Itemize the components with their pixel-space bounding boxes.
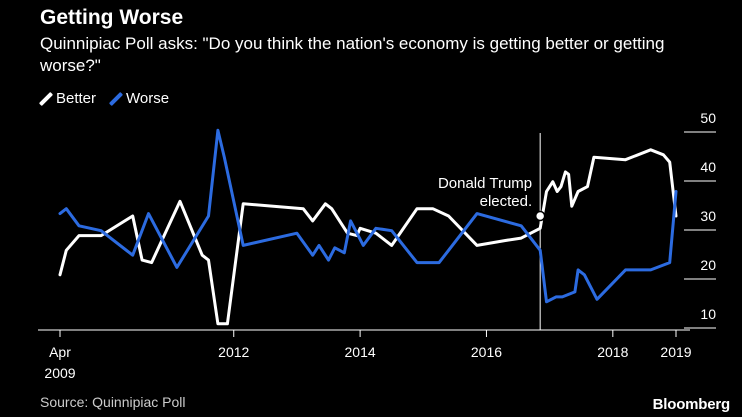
series-line-better: [58, 148, 678, 326]
x-tick-label: 2012: [218, 344, 249, 360]
legend-item-worse: Worse: [108, 90, 170, 107]
election-marker-dot: [534, 210, 546, 222]
x-tick-label: Apr: [49, 344, 71, 360]
x-tick-label-year: 2009: [44, 365, 75, 381]
y-tick-label: 10: [700, 306, 716, 322]
y-tick-label: 50: [700, 110, 716, 126]
chart-title: Getting Worse: [40, 6, 184, 29]
legend-label-better: Better: [56, 90, 97, 107]
annotation-line-1: Donald Trump: [438, 175, 532, 192]
bloomberg-logo: Bloomberg: [652, 396, 731, 413]
x-tick-label: 2014: [345, 344, 376, 360]
legend-item-better: Better: [38, 90, 97, 107]
legend: Better Worse: [38, 90, 183, 107]
chart-subtitle: Quinnipiac Poll asks: "Do you think the …: [40, 34, 665, 75]
x-tick-label: 2018: [597, 344, 628, 360]
annotation-line-2: elected.: [480, 193, 533, 210]
x-tick-label: 2019: [660, 344, 691, 360]
series-line-worse: [58, 128, 678, 304]
x-tick-label: 2016: [471, 344, 502, 360]
y-tick-label: 30: [700, 208, 716, 224]
y-tick-label: 40: [700, 159, 716, 175]
y-tick-label: 20: [700, 257, 716, 273]
legend-label-worse: Worse: [126, 90, 170, 107]
source-note: Source: Quinnipiac Poll: [40, 394, 186, 410]
